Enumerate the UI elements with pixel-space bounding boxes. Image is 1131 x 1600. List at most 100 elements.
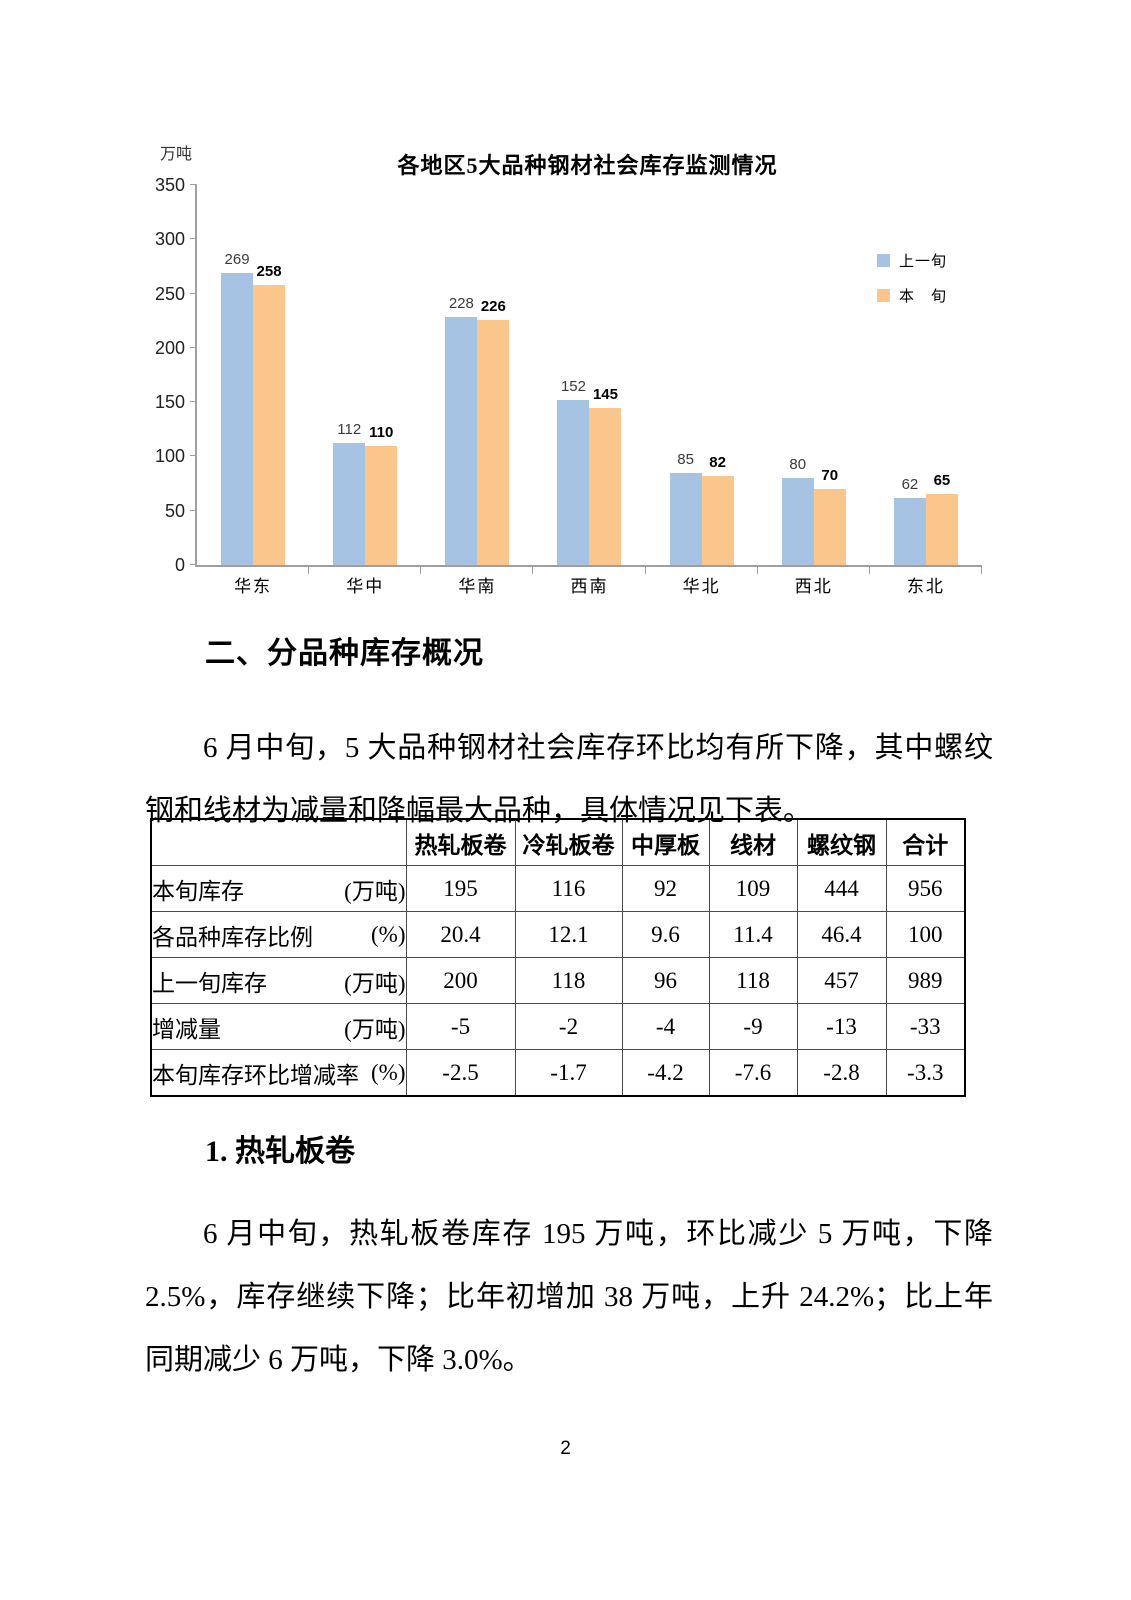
table-column-header: 冷轧板卷 bbox=[514, 818, 623, 866]
row-label: 上一旬库存 bbox=[152, 970, 267, 996]
table-cell: 116 bbox=[514, 865, 623, 912]
table-cell: -7.6 bbox=[708, 1049, 798, 1097]
x-axis-tick bbox=[644, 567, 646, 574]
bar-previous-period bbox=[893, 497, 926, 565]
chart-title: 各地区5大品种钢材社会库存监测情况 bbox=[397, 153, 778, 178]
table-cell: 457 bbox=[796, 957, 887, 1004]
table-row-header: 增减量 (万吨) bbox=[150, 1003, 407, 1050]
table-cell: 118 bbox=[514, 957, 623, 1004]
table-row: 本旬库存环比增减率 (%) -2.5 -1.7 -4.2 -7.6 -2.8 -3.3 bbox=[150, 1049, 966, 1097]
table-cell: -13 bbox=[796, 1003, 887, 1050]
x-axis-tick bbox=[308, 567, 310, 574]
bar-value-label: 112 bbox=[337, 421, 362, 439]
row-unit: (万吨) bbox=[344, 1016, 406, 1042]
legend-label: 本 旬 bbox=[899, 289, 948, 305]
category-group: 85 82 华北 bbox=[646, 185, 758, 596]
section-heading: 二、分品种库存概况 bbox=[205, 637, 484, 670]
x-axis-tick bbox=[980, 567, 982, 574]
bar-value-label: 258 bbox=[256, 262, 282, 280]
x-axis-label: 东北 bbox=[906, 577, 945, 596]
bar-value-label: 65 bbox=[933, 472, 951, 490]
row-unit: (%) bbox=[371, 921, 406, 947]
x-axis-label: 华中 bbox=[346, 577, 385, 596]
table-row-header: 本旬库存环比增减率 (%) bbox=[150, 1049, 407, 1097]
y-axis-tick-label: 350 bbox=[154, 175, 185, 195]
y-axis-tick bbox=[190, 455, 197, 457]
table-row: 本旬库存 (万吨) 195 116 92 109 444 956 bbox=[150, 865, 966, 912]
table-cell: -4 bbox=[621, 1003, 710, 1050]
bar-value-label: 110 bbox=[369, 423, 394, 441]
table-row-header: 本旬库存 (万吨) bbox=[150, 865, 407, 912]
table-column-header: 螺纹钢 bbox=[796, 818, 887, 866]
bar-value-label: 80 bbox=[789, 456, 807, 474]
table-row: 增减量 (万吨) -5 -2 -4 -9 -13 -33 bbox=[150, 1003, 966, 1050]
table-cell: 200 bbox=[405, 957, 516, 1004]
category-group: 112 110 华中 bbox=[309, 185, 422, 596]
y-axis-tick-label: 0 bbox=[174, 555, 185, 575]
y-axis-tick bbox=[190, 564, 197, 565]
table-cell: 989 bbox=[885, 957, 966, 1004]
bar-current-period bbox=[701, 475, 734, 565]
row-label: 本旬库存 bbox=[152, 878, 244, 904]
y-axis-tick-label: 150 bbox=[154, 392, 185, 413]
row-label: 增减量 bbox=[152, 1016, 221, 1042]
y-axis-tick bbox=[190, 509, 197, 511]
y-axis-tick-label: 50 bbox=[164, 500, 185, 521]
y-axis-tick-label: 200 bbox=[154, 337, 185, 358]
bar-chart: 万吨 各地区5大品种钢材社会库存监测情况 0 50 100 150 200 250 300 3… bbox=[150, 138, 1020, 608]
table-column-header: 中厚板 bbox=[621, 818, 710, 866]
bar-previous-period bbox=[781, 478, 814, 565]
bar-value-label: 226 bbox=[480, 297, 506, 315]
table-cell: 956 bbox=[885, 865, 966, 912]
subsection-paragraph: 6 月中旬，热轧板卷库存 195 万吨，环比减少 5 万吨，下降 2.5%，库存… bbox=[145, 1218, 993, 1376]
table-cell: 96 bbox=[621, 957, 710, 1004]
row-unit: (%) bbox=[371, 1059, 406, 1085]
table-column-header: 热轧板卷 bbox=[405, 818, 516, 866]
bar-current-period bbox=[253, 284, 286, 565]
bar-value-label: 70 bbox=[821, 467, 839, 484]
table-cell: -2.5 bbox=[405, 1049, 516, 1097]
section-paragraph: 6 月中旬，5 大品种钢材社会库存环比均有所下降，其中螺纹钢和线材为减量和降幅最… bbox=[145, 732, 993, 827]
table-cell: 100 bbox=[885, 911, 966, 958]
table-cell: -1.7 bbox=[514, 1049, 623, 1097]
bar-value-label: 82 bbox=[709, 453, 726, 471]
y-axis-unit-label: 万吨 bbox=[160, 146, 193, 163]
table-cell: -2 bbox=[514, 1003, 623, 1050]
y-axis-tick bbox=[190, 184, 197, 185]
x-axis-tick bbox=[756, 567, 758, 574]
chart-legend: 上一旬本 旬 bbox=[877, 250, 947, 320]
page-number: 2 bbox=[560, 1438, 571, 1459]
table-cell: -3.3 bbox=[885, 1049, 966, 1097]
bar-value-label: 228 bbox=[448, 295, 474, 313]
bar-previous-period bbox=[221, 272, 254, 565]
table-cell: 9.6 bbox=[621, 911, 710, 958]
bar-previous-period bbox=[445, 317, 478, 565]
table-cell: 12.1 bbox=[514, 911, 623, 958]
table-cell: 109 bbox=[708, 865, 798, 912]
bar-value-label: 62 bbox=[901, 475, 919, 493]
y-axis-tick-label: 250 bbox=[154, 283, 185, 304]
legend-swatch bbox=[877, 289, 890, 302]
bar-current-period bbox=[477, 319, 510, 565]
bar-current-period bbox=[813, 489, 846, 565]
table-row: 各品种库存比例 (%) 20.4 12.1 9.6 11.4 46.4 100 bbox=[150, 911, 966, 958]
table-cell: -2.8 bbox=[796, 1049, 887, 1097]
y-axis-tick-label: 300 bbox=[154, 229, 185, 250]
bar-previous-period bbox=[669, 472, 702, 565]
table-cell: 20.4 bbox=[405, 911, 516, 958]
bar-current-period bbox=[365, 445, 398, 565]
bar-value-label: 152 bbox=[560, 377, 586, 395]
table-cell: -5 bbox=[405, 1003, 516, 1050]
table-cell: 92 bbox=[621, 865, 710, 912]
legend-label: 上一旬 bbox=[899, 254, 948, 270]
legend-item: 本 旬 bbox=[877, 285, 947, 306]
row-unit: (万吨) bbox=[344, 970, 406, 996]
subsection-heading: 1. 热轧板卷 bbox=[205, 1135, 355, 1168]
x-axis-label: 华北 bbox=[682, 577, 721, 596]
table-cell: -33 bbox=[885, 1003, 966, 1050]
bar-previous-period bbox=[557, 399, 590, 565]
x-axis-label: 华南 bbox=[458, 577, 497, 596]
bar-previous-period bbox=[333, 443, 366, 565]
table-cell: -9 bbox=[708, 1003, 798, 1050]
